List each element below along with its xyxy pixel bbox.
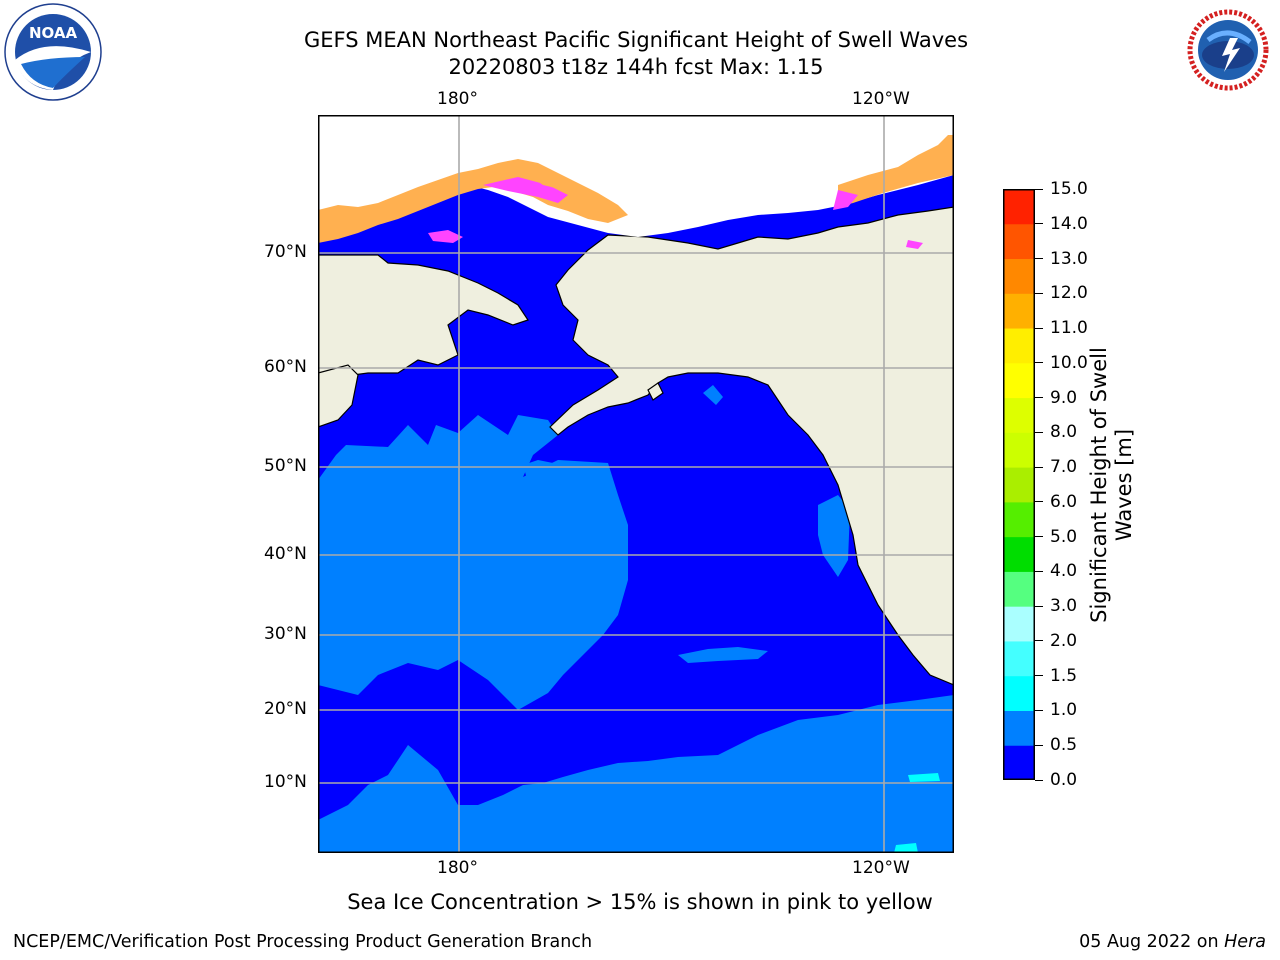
lat-label-50n: 50°N	[264, 456, 307, 476]
colorbar-border	[1003, 189, 1035, 780]
colorbar-tick-mark	[1035, 431, 1043, 433]
sea-ice-overlay	[318, 115, 954, 249]
colorbar-segment-10	[1003, 397, 1035, 433]
colorbar-svg	[1003, 189, 1035, 781]
colorbar-tick-label: 3.0	[1050, 596, 1078, 617]
colorbar-tick-mark	[1035, 188, 1043, 190]
colorbar-title-text: Significant Height of Swell Waves [m]	[1087, 347, 1136, 623]
colorbar-segment-15	[1003, 223, 1035, 260]
noaa-logo: NOAA	[3, 2, 103, 102]
colorbar-tick-mark	[1035, 570, 1043, 572]
lat-label-60n: 60°N	[264, 357, 307, 377]
colorbar-tick-label: 13.0	[1050, 248, 1088, 269]
colorbar-tick-mark	[1035, 223, 1043, 225]
footer-date: 05 Aug 2022 on Hera	[1079, 932, 1266, 952]
colorbar-segment-2	[1003, 675, 1035, 711]
land-masses	[317, 206, 955, 686]
colorbar-segment-0	[1003, 745, 1035, 781]
chart-subtitle: 20220803 t18z 144h fcst Max: 1.15	[448, 55, 824, 79]
colorbar-tick-label: 0.5	[1050, 735, 1078, 756]
swell-band-10-15	[894, 773, 940, 853]
colorbar-tick-label: 10.0	[1050, 352, 1088, 373]
nws-logo-icon	[1180, 2, 1276, 98]
colorbar-segment-12	[1003, 328, 1035, 364]
colorbar-tick-mark	[1035, 362, 1043, 364]
colorbar-tick-mark	[1035, 258, 1043, 260]
colorbar-tick-label: 8.0	[1050, 422, 1078, 443]
colorbar-segment-8	[1003, 467, 1035, 503]
colorbar-tick-mark	[1035, 709, 1043, 711]
colorbar-tick-label: 11.0	[1050, 318, 1088, 339]
colorbar-segment-3	[1003, 640, 1035, 677]
colorbar-tick-label: 6.0	[1050, 491, 1078, 512]
colorbar	[1003, 189, 1035, 781]
lon-label-bottom-120w: 120°W	[852, 858, 910, 878]
lon-label-bottom-180: 180°	[437, 858, 478, 878]
lat-label-10n: 10°N	[264, 772, 307, 792]
colorbar-tick-mark	[1035, 605, 1043, 607]
lat-label-40n: 40°N	[264, 544, 307, 564]
colorbar-segment-13	[1003, 293, 1035, 329]
colorbar-tick-mark	[1035, 640, 1043, 642]
colorbar-tick-label: 0.0	[1050, 770, 1078, 790]
colorbar-segment-9	[1003, 432, 1035, 468]
lat-label-70n: 70°N	[264, 242, 307, 262]
colorbar-tick-label: 9.0	[1050, 387, 1078, 408]
footer-date-text: 05 Aug 2022 on	[1079, 932, 1225, 952]
colorbar-segment-4	[1003, 606, 1035, 642]
colorbar-tick-mark	[1035, 744, 1043, 746]
colorbar-segment-16	[1003, 189, 1035, 225]
colorbar-segment-11	[1003, 362, 1035, 399]
nws-logo	[1178, 0, 1278, 100]
colorbar-tick-mark	[1035, 397, 1043, 399]
lat-label-20n: 20°N	[264, 699, 307, 719]
colorbar-tick-mark	[1035, 327, 1043, 329]
swell-band-05-10	[318, 353, 954, 853]
colorbar-tick-mark	[1035, 779, 1043, 781]
noaa-logo-text: NOAA	[29, 24, 78, 42]
colorbar-tick-mark	[1035, 675, 1043, 677]
graticule	[318, 115, 954, 853]
colorbar-tick-label: 12.0	[1050, 283, 1088, 304]
lon-label-top-120w: 120°W	[852, 89, 910, 109]
map-border	[318, 115, 954, 853]
colorbar-segment-14	[1003, 258, 1035, 294]
colorbar-tick-mark	[1035, 536, 1043, 538]
colorbar-tick-label: 1.0	[1050, 700, 1078, 721]
sea-ice-caption: Sea Ice Concentration > 15% is shown in …	[347, 890, 933, 914]
footer-machine: Hera	[1224, 932, 1266, 952]
lon-label-top-180: 180°	[437, 89, 478, 109]
colorbar-tick-label: 2.0	[1050, 630, 1078, 651]
colorbar-tick-label: 5.0	[1050, 526, 1078, 547]
colorbar-segment-7	[1003, 501, 1035, 538]
colorbar-tick-label: 15.0	[1050, 179, 1088, 199]
chart-title: GEFS MEAN Northeast Pacific Significant …	[303, 28, 969, 52]
colorbar-tick-mark	[1035, 501, 1043, 503]
colorbar-tick-label: 14.0	[1050, 213, 1088, 234]
footer-branch: NCEP/EMC/Verification Post Processing Pr…	[13, 932, 593, 952]
colorbar-segment-5	[1003, 571, 1035, 607]
colorbar-segment-1	[1003, 710, 1035, 746]
colorbar-tick-label: 1.5	[1050, 665, 1078, 686]
colorbar-segment-6	[1003, 536, 1035, 572]
map-panel	[317, 115, 955, 853]
lat-label-30n: 30°N	[264, 624, 307, 644]
map-svg	[317, 115, 955, 853]
colorbar-tick-mark	[1035, 292, 1043, 294]
colorbar-tick-label: 4.0	[1050, 561, 1078, 582]
noaa-logo-icon: NOAA	[4, 3, 102, 101]
colorbar-tick-label: 7.0	[1050, 457, 1078, 478]
colorbar-tick-mark	[1035, 466, 1043, 468]
